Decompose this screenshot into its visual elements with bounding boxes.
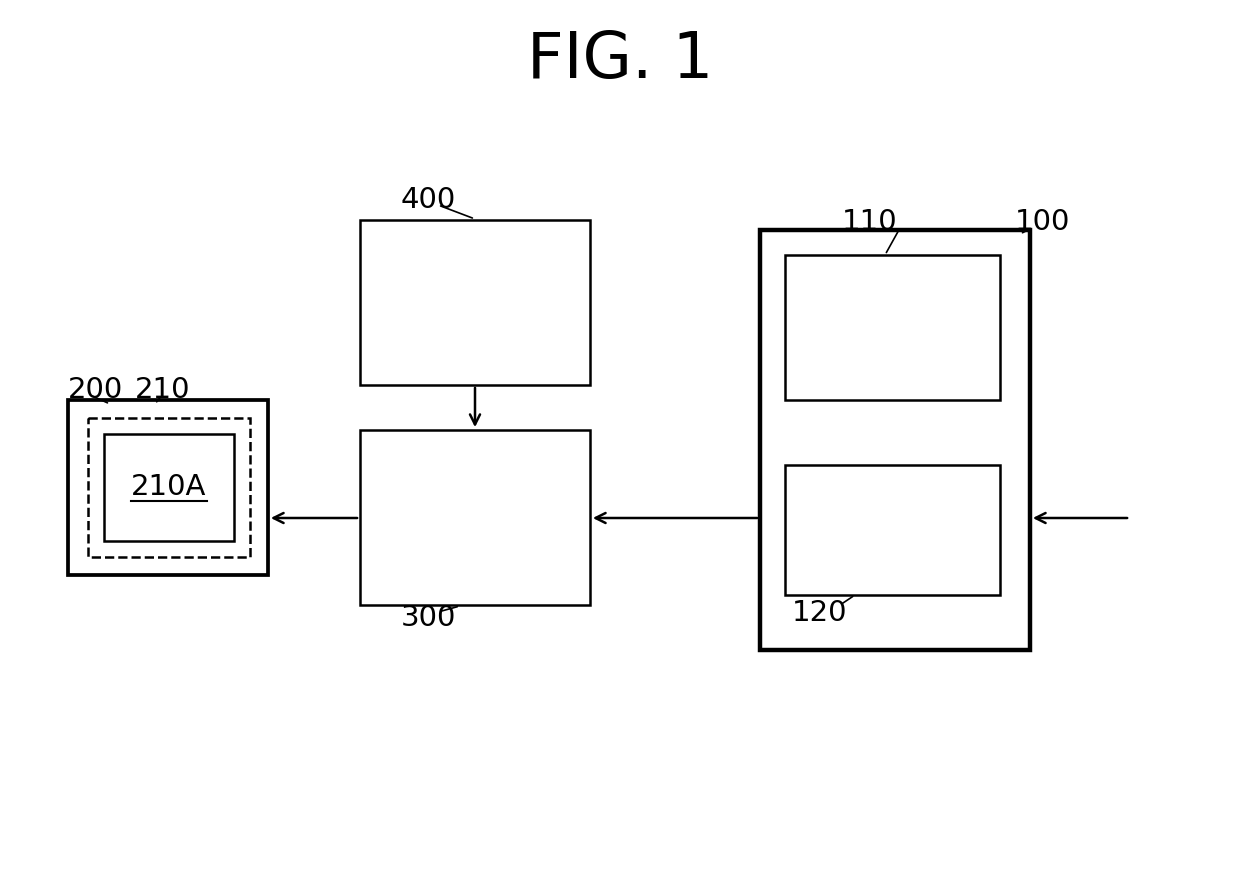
Bar (88, 418, 250, 557)
Text: 300: 300 (401, 604, 455, 632)
Text: 210A: 210A (131, 473, 207, 501)
Bar (785, 465, 999, 595)
Bar (360, 220, 590, 385)
Text: 210: 210 (135, 376, 191, 404)
Bar (760, 230, 1030, 650)
Bar (360, 430, 590, 605)
Text: 400: 400 (401, 186, 455, 214)
Bar (104, 434, 234, 541)
Text: 110: 110 (842, 208, 898, 236)
Bar (785, 255, 999, 400)
Text: 100: 100 (1014, 208, 1070, 236)
Text: 200: 200 (68, 376, 123, 404)
Bar (68, 400, 268, 575)
Text: FIG. 1: FIG. 1 (527, 29, 713, 91)
Text: 120: 120 (792, 599, 848, 627)
